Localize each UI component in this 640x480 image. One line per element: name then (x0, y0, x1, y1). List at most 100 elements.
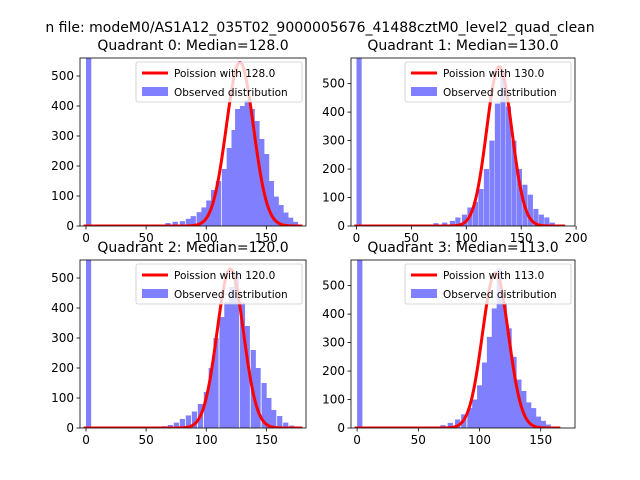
histogram-bar (86, 260, 92, 428)
panel-title: Quadrant 2: Median=120.0 (97, 240, 288, 256)
histogram-bar (356, 58, 362, 226)
panel-title: Quadrant 0: Median=128.0 (97, 38, 288, 54)
histogram-bar (491, 308, 498, 428)
legend-line-label: Poission with 130.0 (443, 68, 544, 80)
histogram-bar (449, 220, 455, 226)
histogram-bar (292, 221, 299, 226)
histogram-bar (201, 207, 207, 226)
x-tick-label: 50 (138, 231, 153, 245)
legend-patch-swatch (142, 289, 168, 298)
y-tick-label: 100 (51, 189, 74, 203)
y-tick-label: 300 (51, 129, 74, 143)
y-tick-label: 100 (322, 191, 345, 205)
histogram-bar (511, 356, 517, 428)
histogram-bar (478, 188, 484, 226)
histogram-bar (467, 408, 473, 428)
histogram-bar (540, 420, 546, 428)
histogram-bar (489, 140, 495, 226)
x-tick-label: 0 (353, 433, 361, 447)
y-tick-label: 0 (337, 421, 345, 435)
x-tick-label: 0 (82, 231, 90, 245)
histogram-bar (224, 302, 230, 428)
histogram-bar (545, 424, 551, 428)
x-tick-label: 150 (255, 231, 278, 245)
y-tick-label: 400 (322, 105, 345, 119)
histogram-bar (179, 419, 185, 428)
histogram-bar (196, 212, 202, 226)
histogram-bar (278, 205, 284, 226)
y-tick-label: 300 (322, 134, 345, 148)
legend-line-label: Poission with 128.0 (174, 68, 275, 80)
histogram-bar (219, 317, 225, 428)
histogram-bar (191, 411, 197, 428)
panel-quadrant-2: Quadrant 2: Median=120.0 0 50 100 150 0 100 20… (51, 240, 307, 447)
y-tick-label: 500 (322, 279, 345, 293)
panel-title: Quadrant 1: Median=130.0 (367, 38, 558, 54)
legend-line-label: Poission with 120.0 (174, 270, 275, 282)
y-tick-label: 200 (322, 162, 345, 176)
x-tick-label: 100 (455, 231, 478, 245)
legend-line-label: Poission with 113.0 (443, 270, 544, 282)
histogram-bar (203, 392, 209, 428)
histogram-bar (447, 422, 453, 428)
legend-box (404, 61, 572, 103)
y-tick-label: 0 (66, 421, 74, 435)
y-tick-label: 400 (51, 99, 74, 113)
y-tick-label: 100 (322, 393, 345, 407)
histogram-bar (215, 181, 222, 226)
histogram-bar (261, 383, 267, 428)
histogram-bar (549, 222, 555, 226)
y-tick-label: 300 (51, 331, 74, 345)
x-tick-label: 50 (411, 433, 426, 447)
axes-frame (79, 57, 307, 227)
histogram-bar (357, 260, 363, 428)
x-tick-label: 0 (353, 231, 361, 245)
histogram-bar (266, 398, 272, 428)
histogram-bar (535, 416, 542, 428)
x-tick-label: 50 (138, 433, 153, 447)
histogram-bar (226, 148, 232, 226)
x-tick-label: 150 (529, 433, 552, 447)
histogram-bar (516, 379, 522, 428)
histogram-bar (455, 419, 461, 428)
y-tick-label: 500 (51, 271, 74, 285)
legend-patch-label: Observed distribution (174, 87, 288, 99)
histogram-bar (229, 287, 235, 428)
poisson-curve (353, 65, 567, 226)
histogram-bar (506, 328, 512, 428)
x-tick-label: 150 (510, 231, 533, 245)
histogram-bar (500, 72, 506, 226)
legend-patch-label: Observed distribution (174, 289, 288, 301)
axes-frame (79, 259, 307, 429)
plot-body (82, 260, 304, 428)
legend-box (404, 263, 572, 305)
panel-title: Quadrant 3: Median=113.0 (367, 240, 558, 256)
legend-box (135, 263, 303, 305)
x-tick-label: 150 (255, 433, 278, 447)
histogram-bar (477, 385, 483, 428)
histogram-bar (239, 302, 246, 428)
histogram-bar (472, 399, 478, 428)
panel-quadrant-0: Quadrant 0: Median=128.0 0 50 100 150 0 100 20… (51, 38, 307, 245)
legend: Poission with 113.0 Observed distribution (404, 263, 572, 305)
histogram-bar (277, 416, 283, 428)
x-tick-label: 0 (82, 433, 90, 447)
x-tick-label: 100 (468, 433, 491, 447)
poisson-curve (82, 61, 304, 226)
histogram-bar (239, 106, 246, 226)
histogram-bar (442, 222, 448, 226)
legend-patch-swatch (142, 87, 168, 96)
histogram-bar (533, 208, 539, 226)
histogram-bar (283, 212, 289, 226)
histogram-bar (190, 216, 196, 226)
legend-box (135, 61, 303, 103)
y-tick-label: 200 (51, 361, 74, 375)
histogram-bar (494, 103, 501, 226)
poisson-curve (82, 267, 304, 428)
histogram-bar (221, 169, 228, 226)
histogram-bar (255, 368, 261, 428)
histogram-bar (233, 272, 240, 428)
histogram-bar (461, 214, 468, 226)
panel-quadrant-1: Quadrant 1: Median=130.0 0 50 100 150 200 0 10… (322, 38, 587, 245)
